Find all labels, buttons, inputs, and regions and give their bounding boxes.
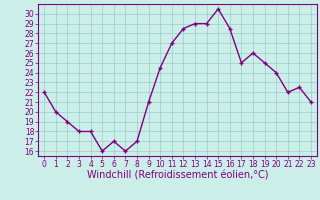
X-axis label: Windchill (Refroidissement éolien,°C): Windchill (Refroidissement éolien,°C) <box>87 171 268 181</box>
